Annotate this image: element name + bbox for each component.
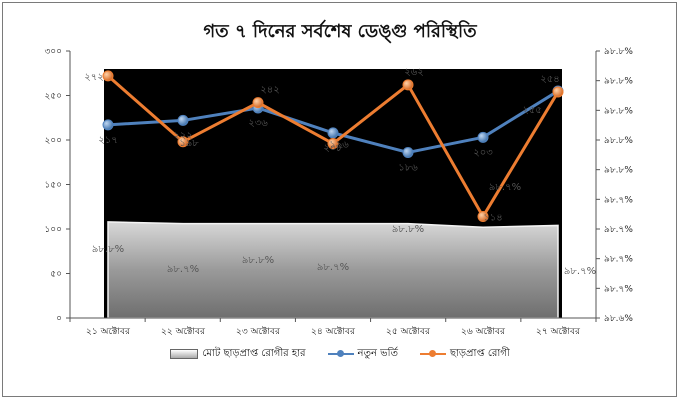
x-tick-label: ২১ অক্টোবর bbox=[86, 326, 131, 337]
legend-swatch-orange-line bbox=[419, 349, 446, 359]
y2-tick-label: ৯৮.৬% bbox=[604, 314, 633, 324]
data-point bbox=[177, 114, 189, 126]
data-point bbox=[477, 211, 489, 223]
data-label-new: ২৫৫ bbox=[522, 105, 541, 116]
y-tick-label: ২০০ bbox=[44, 136, 62, 146]
data-point bbox=[252, 97, 264, 109]
data-point bbox=[102, 70, 114, 82]
legend-item-discharge-rate: মোট ছাড়প্রাপ্ত রোগীর হার bbox=[170, 346, 306, 362]
area-fill bbox=[107, 221, 559, 319]
data-label-discharged: ১৯৮ bbox=[179, 138, 199, 149]
y-tick-label: ৩০০ bbox=[44, 47, 62, 57]
legend-swatch-area bbox=[170, 349, 199, 359]
x-tick-label: ২৫ অক্টোবর bbox=[386, 326, 431, 337]
data-label-discharged: ১১৪ bbox=[483, 213, 502, 224]
y2-tick-label: ৯৮.৮% bbox=[604, 106, 633, 116]
y2-tick-label: ৯৮.৮% bbox=[604, 136, 633, 146]
data-label-rate: ৯৮.৭% bbox=[317, 262, 349, 273]
data-point bbox=[327, 138, 339, 150]
data-label-new: ১৮৬ bbox=[398, 162, 418, 173]
y-tick-label: ১০০ bbox=[44, 225, 62, 235]
data-label-rate: ৯৮.৮% bbox=[242, 255, 274, 266]
x-tick-label: ২৩ অক্টোবর bbox=[236, 326, 281, 337]
data-label-new: ২০৮ bbox=[323, 143, 343, 154]
data-label-discharged: ২৭২ bbox=[84, 72, 104, 83]
data-labels: ২১৭ ২২২ ২৩৬ ২০৮ ১৮৬ ২০৩ ২৫৫ ২৭২ ১৯৮ ২৪২ ১৯৬ ২৬২ ১১৪ ২… bbox=[84, 67, 596, 277]
data-label-rate: ৯৮.৮% bbox=[392, 224, 424, 235]
y2-tick-label: ৯৮.৮% bbox=[604, 166, 633, 176]
data-label-rate: ৯৮.৭% bbox=[489, 182, 521, 193]
x-tick-label: ২৭ অক্টোবর bbox=[536, 326, 581, 337]
data-label-rate: ৯৮.৭% bbox=[167, 264, 199, 275]
data-label-new: ২১৭ bbox=[98, 135, 118, 146]
data-label-rate: ৯৮.৮% bbox=[92, 244, 124, 255]
data-label-discharged: ২৫৪ bbox=[540, 74, 559, 85]
data-label-discharged: ২৪২ bbox=[260, 85, 280, 96]
axes: ০ ৫০ ১০০ ১৫০ ২০০ ২৫০ ৩০০ ৯৮.৬% ৯৮.৭% ৯৮.৭% ৯৮.৭% ৯৮… bbox=[44, 47, 633, 337]
y2-tick-label: ৯৮.৭% bbox=[604, 255, 633, 265]
y-tick-label: ২৫০ bbox=[44, 92, 62, 102]
y-tick-label: ০ bbox=[56, 314, 62, 324]
data-point bbox=[177, 136, 189, 148]
area-series bbox=[107, 221, 559, 319]
y2-tick-label: ৯৮.৮% bbox=[604, 77, 633, 87]
data-point bbox=[552, 86, 564, 98]
data-label-rate: ৯৮.৭% bbox=[564, 266, 596, 277]
legend-label: মোট ছাড়প্রাপ্ত রোগীর হার bbox=[202, 347, 306, 359]
data-point bbox=[327, 127, 339, 139]
y-tick-label: ১৫০ bbox=[44, 181, 62, 191]
legend-label: নতুন ভর্তি bbox=[357, 347, 398, 359]
y2-tick-label: ৯৮.৭% bbox=[604, 225, 633, 235]
y2-tick-label: ৯৮.৭% bbox=[604, 195, 633, 205]
line-series bbox=[102, 70, 564, 223]
chart-title: গত ৭ দিনের সর্বশেষ ডেঙ্গু পরিস্থিতি bbox=[203, 21, 477, 42]
x-tick-label: ২২ অক্টোবর bbox=[161, 326, 206, 337]
y-tick-label: ৫০ bbox=[50, 270, 62, 280]
data-label-discharged: ১৯৬ bbox=[329, 140, 349, 151]
data-point bbox=[102, 119, 114, 131]
y2-tick-label: ৯৮.৭% bbox=[604, 284, 633, 294]
data-point bbox=[402, 146, 414, 158]
data-label-discharged: ২৬২ bbox=[404, 67, 424, 78]
data-label-new: ২০৩ bbox=[473, 147, 493, 158]
legend-item-discharged: ছাড়প্রাপ্ত রোগী bbox=[419, 346, 510, 362]
x-tick-label: ২৬ অক্টোবর bbox=[461, 326, 506, 337]
y2-tick-label: ৯৮.৮% bbox=[604, 47, 633, 57]
legend-swatch-blue-line bbox=[327, 349, 354, 359]
data-label-new: ২৩৬ bbox=[248, 118, 268, 129]
legend-label: ছাড়প্রাপ্ত রোগী bbox=[449, 347, 510, 359]
data-label-new: ২২২ bbox=[173, 130, 193, 141]
legend-item-new-admissions: নতুন ভর্তি bbox=[327, 346, 398, 362]
data-point bbox=[477, 131, 489, 143]
data-point bbox=[402, 79, 414, 91]
legend: মোট ছাড়প্রাপ্ত রোগীর হার নতুন ভর্তি ছাড… bbox=[0, 346, 680, 362]
x-tick-label: ২৪ অক্টোবর bbox=[311, 326, 356, 337]
